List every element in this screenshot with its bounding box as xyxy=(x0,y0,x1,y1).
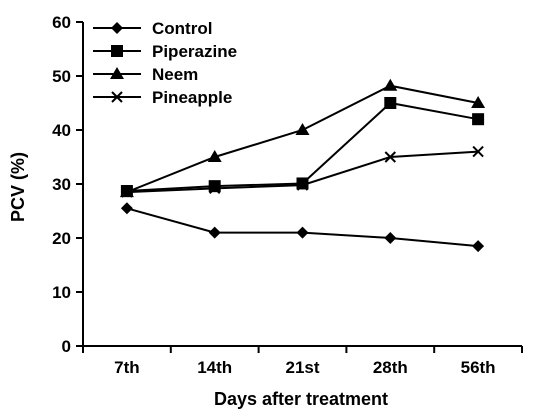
y-tick-label: 60 xyxy=(52,13,71,32)
x-tick-label: 28th xyxy=(373,358,408,377)
legend-marker xyxy=(111,91,123,103)
data-point-control xyxy=(384,232,397,244)
series-lines xyxy=(126,84,479,248)
legend-label: Control xyxy=(152,19,212,38)
data-point-control xyxy=(120,202,133,215)
data-point-pineapple xyxy=(296,179,309,191)
x-tick-label: 21st xyxy=(285,358,319,377)
x-tick-label: 56th xyxy=(461,358,496,377)
x-tick-label: 14th xyxy=(197,358,232,377)
data-point-neem xyxy=(383,78,398,91)
data-point-piperazine xyxy=(384,97,397,109)
data-point-piperazine xyxy=(472,113,485,126)
legend-marker xyxy=(111,22,123,34)
legend-item-control: Control xyxy=(93,19,212,38)
legend: Control Piperazine Neem Pineapple xyxy=(93,19,237,107)
y-tick-label: 50 xyxy=(52,67,71,86)
y-tick-label: 20 xyxy=(52,229,71,248)
data-point-neem xyxy=(295,123,310,135)
x-axis-label: Days after treatment xyxy=(214,389,388,409)
y-axis-label: PCV (%) xyxy=(8,152,28,222)
x-axis-ticks: 7th 14th 21st 28th 56th xyxy=(82,346,523,377)
legend-item-neem: Neem xyxy=(93,65,198,84)
y-tick-label: 30 xyxy=(52,175,71,194)
data-point-control xyxy=(296,226,309,239)
data-point-neem xyxy=(471,96,486,108)
data-point-pineapple xyxy=(121,186,133,198)
y-axis-ticks: 0 10 20 30 40 50 60 xyxy=(52,13,83,356)
y-tick-label: 40 xyxy=(52,121,71,140)
legend-item-piperazine: Piperazine xyxy=(93,42,237,61)
legend-label: Neem xyxy=(152,65,198,84)
data-point-control xyxy=(208,226,221,239)
legend-label: Pineapple xyxy=(152,88,232,107)
data-point-piperazine xyxy=(208,180,221,193)
legend-label: Piperazine xyxy=(152,42,237,61)
series-markers xyxy=(119,78,486,253)
data-point-piperazine xyxy=(296,177,309,190)
data-point-control xyxy=(472,240,485,253)
data-point-neem xyxy=(207,150,222,162)
y-tick-label: 10 xyxy=(52,283,71,302)
data-point-pineapple xyxy=(208,182,221,195)
y-tick-label: 0 xyxy=(62,337,71,356)
x-tick-label: 7th xyxy=(114,358,140,377)
legend-marker xyxy=(111,45,123,57)
data-point-pineapple xyxy=(472,145,484,158)
data-point-pineapple xyxy=(384,151,397,163)
legend-marker xyxy=(110,67,124,79)
legend-item-pineapple: Pineapple xyxy=(93,88,232,107)
